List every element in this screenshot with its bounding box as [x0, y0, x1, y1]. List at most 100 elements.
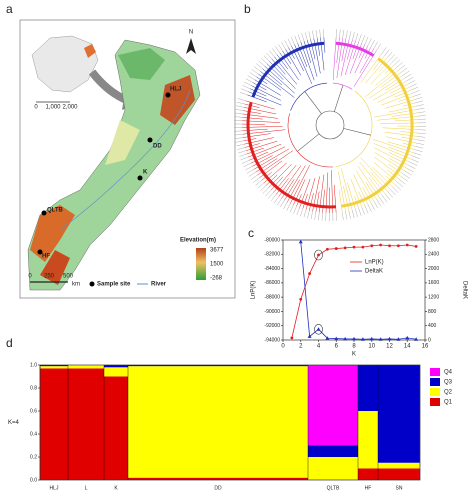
tree [234, 29, 426, 221]
leaf [265, 190, 272, 197]
site-dot [165, 92, 171, 98]
leaf [284, 40, 289, 48]
leaf [318, 212, 320, 221]
point [414, 245, 418, 248]
site-label: HLJ [170, 87, 181, 93]
leaf [300, 208, 303, 217]
leaf [266, 52, 272, 60]
branch [341, 38, 347, 62]
leaf [417, 111, 426, 114]
branch [388, 157, 407, 169]
branch [358, 44, 366, 59]
branch [399, 131, 418, 134]
leaf [400, 67, 408, 73]
leaf [278, 44, 283, 51]
clade-arc [335, 41, 375, 57]
y2-tick-label: 1600 [428, 280, 439, 286]
y2-tick-label: 2000 [428, 266, 439, 272]
bar-segment [378, 462, 420, 469]
leaf [348, 210, 351, 219]
point [299, 297, 303, 301]
x-tick-label: K [114, 485, 118, 491]
root [315, 110, 345, 140]
leaf [245, 166, 253, 171]
y2-tick-label: 800 [428, 309, 437, 315]
highland [30, 205, 75, 262]
leaf [384, 49, 390, 56]
branch [388, 152, 410, 163]
leaf [253, 66, 261, 72]
leaf [373, 201, 379, 209]
x-tick-label: L [85, 485, 88, 491]
legend-swatch [430, 378, 440, 386]
x-tick-label: 12 [386, 344, 393, 350]
sites: HLJ DD K QLTB HF [37, 87, 181, 260]
leaf [304, 32, 308, 41]
panel-label: b [244, 2, 251, 16]
branch [360, 53, 382, 83]
leaf [276, 198, 282, 206]
bar-segment [68, 368, 104, 480]
leaf [234, 137, 243, 139]
leaf [409, 161, 418, 166]
annotation: K=4 [8, 420, 20, 426]
leaf [387, 191, 394, 198]
legend-label: LnP(K) [365, 260, 384, 266]
point [352, 336, 356, 341]
leaf [235, 109, 244, 111]
branch [309, 192, 314, 211]
inset-region [84, 44, 96, 58]
x-tick-label: 6 [335, 344, 339, 350]
leaf [358, 34, 362, 42]
branch [378, 60, 390, 72]
leaf [310, 211, 313, 220]
clade-base [335, 90, 373, 167]
leaf [307, 210, 310, 219]
branch [242, 117, 263, 120]
branch [333, 184, 337, 213]
branch [315, 191, 320, 212]
leaf [389, 189, 396, 196]
leaf [239, 153, 247, 157]
branch [370, 172, 388, 192]
branch [394, 119, 418, 122]
leaf [364, 205, 369, 214]
bar-segment [68, 365, 104, 369]
leaf [240, 156, 249, 161]
bar-segment [40, 368, 68, 480]
leaf [416, 142, 425, 145]
y-tick-label: 0.0 [30, 477, 37, 483]
leaf [251, 69, 259, 75]
leaf [394, 184, 401, 191]
leaf [261, 57, 268, 64]
leaf [403, 173, 410, 179]
leaf [314, 211, 317, 220]
leaf [373, 41, 378, 49]
point [352, 245, 356, 249]
branch [281, 179, 295, 199]
point [334, 247, 338, 250]
leaf [364, 36, 369, 45]
leaf [234, 130, 243, 132]
leaf [242, 85, 250, 89]
point [325, 336, 330, 340]
branch [242, 128, 268, 132]
highland [40, 250, 70, 285]
site-label: QLTB [47, 208, 64, 214]
x-axis-label: K [352, 352, 356, 358]
branch [386, 169, 400, 180]
leaf [291, 37, 295, 45]
leaf [234, 133, 243, 136]
leaf [414, 97, 423, 100]
leaf [407, 80, 416, 85]
y-tick-label: -88000 [264, 294, 280, 300]
branch [244, 103, 260, 108]
branch [375, 67, 397, 86]
branch [362, 186, 372, 204]
leaf [389, 54, 396, 61]
leaf [411, 158, 419, 163]
bar-segment [128, 477, 308, 480]
branch [401, 136, 417, 140]
leaf [238, 150, 246, 154]
leaf [235, 105, 244, 108]
